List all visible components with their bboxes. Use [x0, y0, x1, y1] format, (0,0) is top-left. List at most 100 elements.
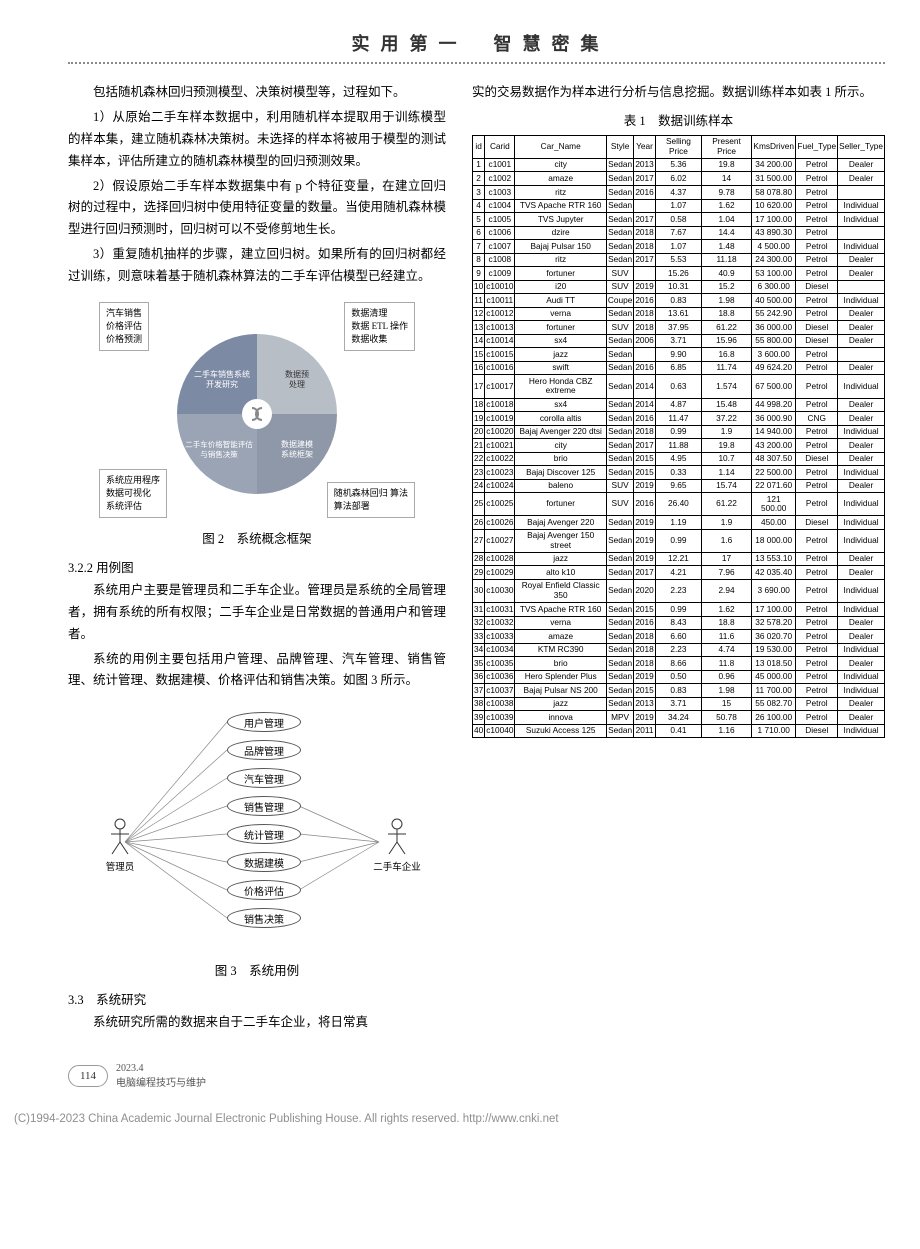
table-cell: 2018 — [634, 657, 655, 671]
table-row: 33c10033amazeSedan20186.6011.636 020.70P… — [473, 630, 885, 644]
table-cell: Petrol — [796, 158, 838, 172]
table-cell: Dealer — [838, 552, 885, 566]
table-cell: Petrol — [796, 643, 838, 657]
table-cell: 2019 — [634, 479, 655, 493]
table-cell: 2016 — [634, 493, 655, 516]
header-left: 实 用 第 一 — [351, 34, 459, 54]
table-cell: c10014 — [485, 334, 515, 348]
table-row: 3c1003ritzSedan20164.379.7858 078.80Petr… — [473, 186, 885, 200]
table-cell: c10018 — [485, 398, 515, 412]
table-cell: 55 082.70 — [752, 697, 796, 711]
table-cell: Sedan — [606, 240, 633, 254]
right-column: 实的交易数据作为样本进行分析与信息挖掘。数据训练样本如表 1 所示。 表 1 数… — [472, 82, 885, 1037]
para: 系统用户主要是管理员和二手车企业。管理员是系统的全局管理者，拥有系统的所有权限；… — [68, 580, 446, 646]
table-row: 27c10027Bajaj Avenger 150 streetSedan201… — [473, 529, 885, 552]
fig2-box-tl: 汽车销售 价格评估 价格预测 — [99, 302, 149, 351]
table-row: 32c10032vernaSedan20168.4318.832 578.20P… — [473, 616, 885, 630]
table-cell — [838, 280, 885, 294]
table-row: 26c10026Bajaj Avenger 220Sedan20191.191.… — [473, 516, 885, 530]
table-cell: Petrol — [796, 253, 838, 267]
table-cell: 2019 — [634, 711, 655, 725]
table-cell: Petrol — [796, 361, 838, 375]
table-cell: 2015 — [634, 452, 655, 466]
table-cell: 1.16 — [702, 724, 752, 738]
table-cell — [634, 267, 655, 281]
table-cell: 1 — [473, 158, 485, 172]
table-cell: 14 — [473, 334, 485, 348]
table-cell: c10015 — [485, 348, 515, 362]
table-cell: Petrol — [796, 199, 838, 213]
table-cell: 10.31 — [655, 280, 701, 294]
table-cell: amaze — [515, 630, 606, 644]
table-cell: 22 500.00 — [752, 466, 796, 480]
table-cell: innova — [515, 711, 606, 725]
table-cell: CNG — [796, 412, 838, 426]
table-cell: Dealer — [838, 566, 885, 580]
table-header-cell: Selling Price — [655, 135, 701, 158]
table-cell: Petrol — [796, 267, 838, 281]
table-cell: 18.8 — [702, 307, 752, 321]
table-cell: 34 200.00 — [752, 158, 796, 172]
table-cell: 37.95 — [655, 321, 701, 335]
table-cell: Hero Splender Plus — [515, 670, 606, 684]
table-cell: 49 624.20 — [752, 361, 796, 375]
table-cell: 13 — [473, 321, 485, 335]
table-cell: 53 100.00 — [752, 267, 796, 281]
table-cell: 2019 — [634, 670, 655, 684]
table-cell: 4.74 — [702, 643, 752, 657]
table-row: 11c10011Audi TTCoupe20160.831.9840 500.0… — [473, 294, 885, 308]
table-cell: Petrol — [796, 529, 838, 552]
table-cell: 0.99 — [655, 529, 701, 552]
table-header-cell: Carid — [485, 135, 515, 158]
table-cell: 2011 — [634, 724, 655, 738]
table-header-cell: Car_Name — [515, 135, 606, 158]
table-cell: Bajaj Avenger 220 — [515, 516, 606, 530]
table-cell: 5.53 — [655, 253, 701, 267]
table-cell: 10.7 — [702, 452, 752, 466]
table-cell: 15.74 — [702, 479, 752, 493]
figure-3: 管理员 二手车企业 用户管理 品牌管理 汽车管理 销售管理 统计管理 数据建模 … — [68, 704, 446, 979]
table-cell: 2015 — [634, 684, 655, 698]
table-cell: 12.21 — [655, 552, 701, 566]
table-cell: 27 — [473, 529, 485, 552]
table-cell: 0.83 — [655, 684, 701, 698]
table-cell: Individual — [838, 643, 885, 657]
table-cell: 9.65 — [655, 479, 701, 493]
table-header-cell: Year — [634, 135, 655, 158]
table-cell: 2016 — [634, 294, 655, 308]
table-cell: 10 620.00 — [752, 199, 796, 213]
table-cell: Sedan — [606, 452, 633, 466]
table-cell: 55 242.90 — [752, 307, 796, 321]
table-cell: Diesel — [796, 452, 838, 466]
table-cell: 2018 — [634, 226, 655, 240]
table-cell: Dealer — [838, 479, 885, 493]
table-cell: Petrol — [796, 566, 838, 580]
table-cell: 16.8 — [702, 348, 752, 362]
table-header-cell: Fuel_Type — [796, 135, 838, 158]
table-cell: 34 — [473, 643, 485, 657]
table-cell: Sedan — [606, 684, 633, 698]
table-cell: 40 500.00 — [752, 294, 796, 308]
table-cell: 17 100.00 — [752, 213, 796, 227]
table-cell: c10024 — [485, 479, 515, 493]
table-cell: Dealer — [838, 267, 885, 281]
table-cell: Individual — [838, 213, 885, 227]
table-cell: 5.36 — [655, 158, 701, 172]
table-cell: city — [515, 158, 606, 172]
table-cell: Sedan — [606, 516, 633, 530]
table-cell: Petrol — [796, 425, 838, 439]
table-cell: 0.50 — [655, 670, 701, 684]
table-header-cell: id — [473, 135, 485, 158]
table-row: 35c10035brioSedan20188.6611.813 018.50Pe… — [473, 657, 885, 671]
table-cell: Sedan — [606, 616, 633, 630]
table-cell: c1009 — [485, 267, 515, 281]
table-cell: 37.22 — [702, 412, 752, 426]
table-cell: Petrol — [796, 294, 838, 308]
table-cell: c10033 — [485, 630, 515, 644]
table-cell: 2.23 — [655, 579, 701, 602]
table-cell: 55 800.00 — [752, 334, 796, 348]
table-cell: 2018 — [634, 321, 655, 335]
table-cell: Individual — [838, 294, 885, 308]
table-cell: TVS Jupyter — [515, 213, 606, 227]
table-cell: 13 018.50 — [752, 657, 796, 671]
